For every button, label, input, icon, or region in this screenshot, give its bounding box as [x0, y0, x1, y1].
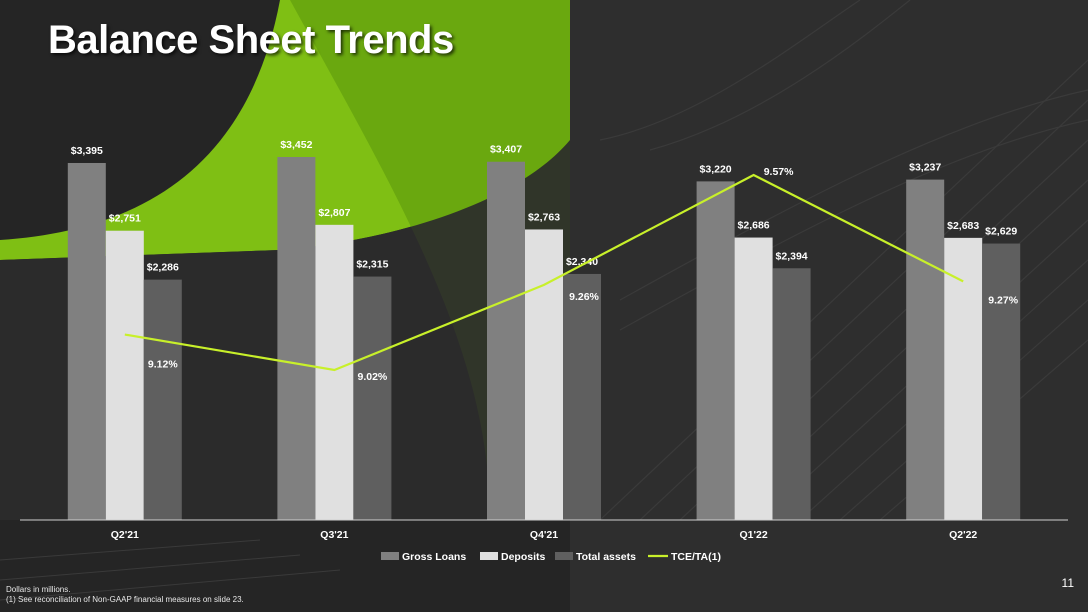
legend-swatch	[555, 552, 573, 560]
x-tick-label: Q3'21	[320, 529, 348, 541]
bar-data-label: $2,683	[947, 220, 979, 232]
bar-gross-loans	[487, 161, 525, 520]
bar-gross-loans	[906, 179, 945, 520]
bar-data-label: $2,286	[147, 262, 179, 274]
bar-gross-loans	[696, 181, 735, 520]
line-data-label: 9.27%	[988, 294, 1018, 306]
line-data-label: 9.26%	[569, 291, 599, 303]
bar-deposits	[525, 229, 563, 521]
bar-data-label: $2,807	[318, 207, 350, 219]
bar-data-label: $2,686	[738, 220, 770, 232]
bar-data-label: $2,315	[356, 259, 388, 271]
footnote: Dollars in millions. (1) See reconciliat…	[6, 585, 244, 605]
legend-swatch	[381, 552, 399, 560]
bar-deposits	[105, 230, 144, 520]
bar-deposits	[734, 237, 773, 521]
bar-total-assets	[353, 276, 392, 520]
bar-data-label: $2,340	[566, 256, 598, 268]
bar-data-label: $2,751	[109, 213, 141, 225]
page-title: Balance Sheet Trends	[48, 18, 454, 62]
bar-data-label: $2,629	[985, 226, 1017, 238]
bar-deposits	[315, 224, 354, 520]
line-data-label: 9.57%	[764, 166, 794, 178]
bar-gross-loans	[277, 157, 316, 520]
bar-data-label: $3,220	[700, 163, 732, 175]
legend-label: Gross Loans	[402, 551, 466, 563]
bar-gross-loans	[67, 162, 106, 521]
bar-data-label: $3,395	[71, 145, 103, 157]
bar-data-label: $2,394	[776, 250, 808, 262]
bar-data-label: $3,407	[490, 144, 522, 156]
line-data-label: 9.02%	[358, 371, 388, 383]
legend-label: Total assets	[576, 551, 636, 563]
bar-data-label: $3,452	[280, 139, 312, 151]
bar-deposits	[944, 237, 983, 520]
x-tick-label: Q2'21	[111, 529, 139, 541]
bar-total-assets	[772, 268, 811, 520]
x-tick-label: Q2'22	[949, 529, 977, 541]
line-tce-ta	[124, 173, 964, 372]
x-tick-label: Q4'21	[530, 529, 558, 541]
bar-total-assets	[563, 273, 601, 520]
bar-total-assets	[982, 243, 1021, 520]
legend-swatch	[480, 552, 498, 560]
bar-total-assets	[143, 279, 182, 520]
legend-label: TCE/TA(1)	[671, 551, 721, 563]
footnote-units: Dollars in millions.	[6, 585, 71, 594]
bar-data-label: $2,763	[528, 211, 560, 223]
line-data-label: 9.12%	[148, 359, 178, 371]
x-tick-label: Q1'22	[740, 529, 768, 541]
bar-data-label: $3,237	[909, 162, 941, 174]
legend-label: Deposits	[501, 551, 546, 563]
footnote-reconciliation: (1) See reconciliation of Non-GAAP finan…	[6, 595, 244, 604]
page-number: 11	[1061, 576, 1074, 590]
